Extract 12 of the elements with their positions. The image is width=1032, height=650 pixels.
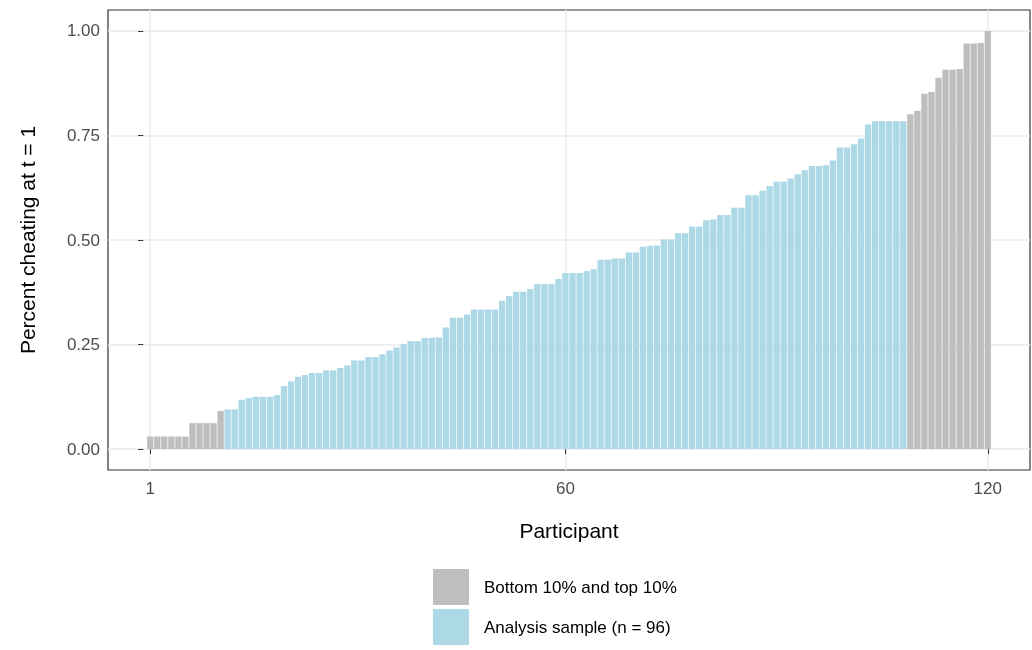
y-tick-label: 1.00 <box>66 21 100 41</box>
y-tick-label: 0.25 <box>66 335 100 355</box>
y-tick-label: 0.75 <box>66 125 100 145</box>
x-tick-label: 120 <box>973 479 1002 498</box>
y-tick-label: 0.50 <box>66 230 100 250</box>
y-axis-title: Percent cheating at t = 1 <box>16 125 39 355</box>
x-axis-title: Participant <box>519 519 619 542</box>
legend-label: Bottom 10% and top 10% <box>484 577 677 597</box>
y-tick-label: 0.00 <box>66 439 100 459</box>
x-tick-label: 1 <box>145 479 155 498</box>
legend-label: Analysis sample (n = 96) <box>484 617 671 637</box>
x-tick-label: 60 <box>556 479 575 498</box>
